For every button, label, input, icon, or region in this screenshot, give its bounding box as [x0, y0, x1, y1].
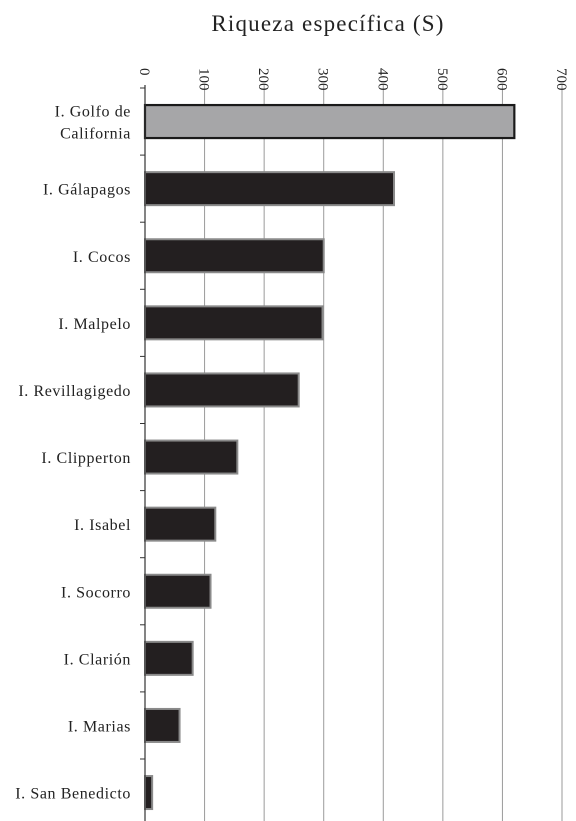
bar-10 — [144, 775, 154, 811]
bar-6 — [144, 506, 217, 542]
tick-label-700: 700 — [553, 68, 569, 91]
tick-label-300: 300 — [315, 68, 331, 91]
category-label-line: I. Clipperton — [41, 450, 131, 467]
tick-label-0: 0 — [136, 68, 152, 76]
tick-label-200: 200 — [255, 68, 271, 91]
category-label-9: I. Marias — [68, 718, 131, 735]
tick-label-100: 100 — [196, 68, 212, 91]
bar-7 — [144, 573, 212, 609]
category-label-line: I. Marias — [68, 718, 131, 735]
bar-1 — [144, 171, 396, 207]
bar-5 — [144, 439, 239, 475]
tick-label-400: 400 — [374, 68, 390, 91]
category-label-3: I. Malpelo — [58, 316, 131, 333]
bar-4 — [144, 372, 300, 408]
tick-label-600: 600 — [493, 68, 509, 91]
bar-3 — [144, 305, 324, 341]
category-label-2: I. Cocos — [73, 249, 131, 266]
category-label-line: I. Socorro — [61, 584, 131, 601]
category-label-line: I. Cocos — [73, 249, 131, 266]
category-labels: I. Golfo de California I. Gálapagos I. Coco… — [15, 104, 131, 803]
category-label-line: I. San Benedicto — [15, 786, 131, 803]
category-label-0: I. Golfo de California — [55, 104, 131, 143]
category-label-6: I. Isabel — [74, 517, 131, 534]
bar-0 — [143, 103, 516, 140]
x-axis-ticks: 0 100 200 300 400 500 600 700 — [136, 68, 569, 91]
category-label-line: I. Revillagigedo — [18, 383, 131, 400]
category-label-line: California — [60, 126, 131, 143]
chart-title: Riqueza específica (S) — [211, 11, 444, 36]
category-label-4: I. Revillagigedo — [18, 383, 131, 400]
grid-lines — [140, 85, 563, 821]
category-label-line: I. Isabel — [74, 517, 131, 534]
bar-2 — [144, 238, 325, 274]
bars — [143, 103, 516, 811]
category-label-line: I. Golfo de — [55, 104, 131, 121]
category-label-line: I. Clarión — [64, 651, 131, 668]
category-label-7: I. Socorro — [61, 584, 131, 601]
category-label-line: I. Gálapagos — [43, 182, 131, 199]
bar-8 — [144, 640, 194, 676]
tick-label-500: 500 — [434, 68, 450, 91]
bar-9 — [144, 707, 181, 743]
category-label-1: I. Gálapagos — [43, 182, 131, 199]
category-label-5: I. Clipperton — [41, 450, 131, 467]
category-label-line: I. Malpelo — [58, 316, 131, 333]
category-label-10: I. San Benedicto — [15, 786, 131, 803]
category-label-8: I. Clarión — [64, 651, 131, 668]
